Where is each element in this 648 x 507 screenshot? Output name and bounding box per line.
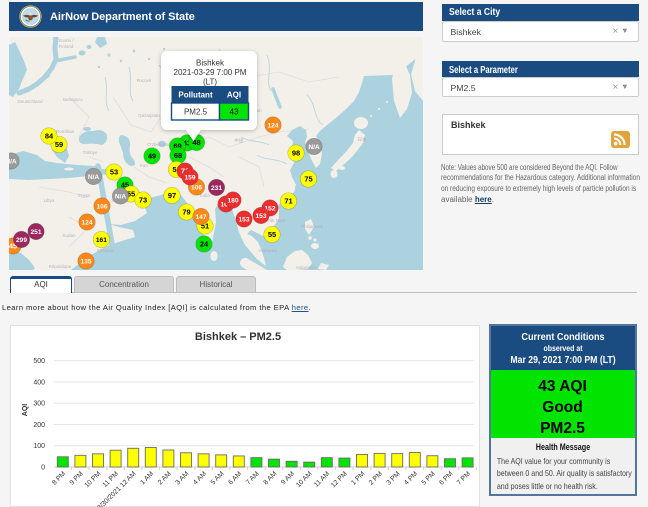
svg-text:7 AM: 7 AM xyxy=(245,470,261,486)
svg-text:45: 45 xyxy=(9,242,17,251)
svg-text:12 PM: 12 PM xyxy=(330,470,349,489)
svg-text:N/A: N/A xyxy=(9,159,17,166)
svg-text:43: 43 xyxy=(183,139,191,148)
svg-text:中国: 中国 xyxy=(235,137,244,144)
svg-text:România: România xyxy=(56,129,75,134)
svg-text:73: 73 xyxy=(139,196,147,205)
svg-text:299: 299 xyxy=(16,237,27,244)
svg-text:4 AM: 4 AM xyxy=(192,470,208,486)
svg-text:53: 53 xyxy=(110,168,118,177)
svg-text:Philippines: Philippines xyxy=(301,224,324,229)
svg-text:Iran: Iran xyxy=(140,163,148,168)
svg-text:231: 231 xyxy=(211,185,222,192)
svg-text:1 AM: 1 AM xyxy=(139,470,155,486)
svg-text:106: 106 xyxy=(191,185,202,192)
svg-text:97: 97 xyxy=(168,191,176,200)
svg-text:Россия: Россия xyxy=(137,78,152,83)
svg-text:Finland: Finland xyxy=(59,44,74,49)
svg-text:49: 49 xyxy=(148,152,156,161)
svg-text:N/A: N/A xyxy=(115,194,127,201)
svg-text:Libya: Libya xyxy=(44,198,55,203)
svg-text:6 PM: 6 PM xyxy=(438,470,454,486)
svg-text:10 AM: 10 AM xyxy=(295,470,314,489)
svg-text:45: 45 xyxy=(121,181,129,190)
svg-text:5 PM: 5 PM xyxy=(421,470,437,486)
svg-text:75: 75 xyxy=(304,175,312,184)
svg-text:500: 500 xyxy=(33,358,45,365)
svg-text:84: 84 xyxy=(45,132,54,141)
svg-text:Ethiopia: Ethiopia xyxy=(97,248,114,253)
svg-text:124: 124 xyxy=(81,220,92,227)
svg-text:Deutschland: Deutschland xyxy=(17,99,43,104)
svg-text:8 PM: 8 PM xyxy=(51,470,67,486)
svg-text:180: 180 xyxy=(227,198,238,205)
svg-text:51: 51 xyxy=(172,165,180,174)
svg-text:Sudan: Sudan xyxy=(62,233,76,238)
svg-text:161: 161 xyxy=(96,237,107,244)
svg-text:200: 200 xyxy=(33,422,45,429)
svg-text:24: 24 xyxy=(200,240,209,249)
svg-text:India: India xyxy=(200,193,210,198)
svg-text:55: 55 xyxy=(268,230,276,239)
svg-text:PM2.5: PM2.5 xyxy=(184,108,208,117)
svg-text:N/A: N/A xyxy=(88,174,100,181)
svg-text:0: 0 xyxy=(41,464,45,471)
svg-text:Suomi /: Suomi / xyxy=(58,38,74,43)
svg-text:7 PM: 7 PM xyxy=(456,470,472,486)
svg-text:152: 152 xyxy=(264,206,275,213)
svg-text:Indonesia: Indonesia xyxy=(296,265,316,270)
svg-text:6 AM: 6 AM xyxy=(227,470,243,486)
svg-text:Bishkek: Bishkek xyxy=(196,59,225,68)
svg-text:Egypt: Egypt xyxy=(78,193,90,198)
svg-text:48: 48 xyxy=(192,138,200,147)
svg-text:159: 159 xyxy=(184,175,195,182)
svg-text:Pollutant: Pollutant xyxy=(178,91,213,100)
svg-text:4 PM: 4 PM xyxy=(403,470,419,486)
svg-text:O’zbekiston: O’zbekiston xyxy=(147,142,171,147)
svg-text:43: 43 xyxy=(230,108,239,117)
svg-text:251: 251 xyxy=(30,229,41,236)
svg-text:59: 59 xyxy=(55,140,63,149)
svg-text:164: 164 xyxy=(220,202,231,209)
svg-text:55: 55 xyxy=(127,190,135,199)
svg-text:51: 51 xyxy=(201,222,209,231)
svg-text:400: 400 xyxy=(33,379,45,386)
svg-text:Беларусь: Беларусь xyxy=(63,97,83,102)
svg-text:106: 106 xyxy=(96,204,107,211)
svg-text:2021-03-29 7:00 PM: 2021-03-29 7:00 PM xyxy=(174,68,247,77)
svg-text:79: 79 xyxy=(182,208,190,217)
svg-text:N/A: N/A xyxy=(308,144,320,151)
svg-text:3 PM: 3 PM xyxy=(385,470,401,486)
svg-text:153: 153 xyxy=(238,217,249,224)
svg-text:(LT): (LT) xyxy=(203,78,217,87)
svg-text:71: 71 xyxy=(284,197,292,206)
svg-text:Türkiye: Türkiye xyxy=(83,150,98,155)
svg-text:1 PM: 1 PM xyxy=(350,470,366,486)
svg-text:3 AM: 3 AM xyxy=(175,470,191,486)
svg-text:300: 300 xyxy=(33,401,45,408)
svg-text:147: 147 xyxy=(195,214,206,221)
svg-text:100: 100 xyxy=(33,443,45,450)
svg-text:69: 69 xyxy=(173,142,181,151)
svg-text:AQI: AQI xyxy=(227,91,241,100)
svg-text:153: 153 xyxy=(255,213,266,220)
svg-text:10 PM: 10 PM xyxy=(84,470,103,489)
svg-text:8 AM: 8 AM xyxy=(263,470,279,486)
svg-text:Qazaqstan: Qazaqstan xyxy=(138,113,160,118)
svg-text:11 AM: 11 AM xyxy=(313,470,331,488)
svg-text:68: 68 xyxy=(174,151,182,160)
svg-text:2 AM: 2 AM xyxy=(157,470,173,486)
svg-text:5 AM: 5 AM xyxy=(210,470,226,486)
svg-text:135: 135 xyxy=(80,259,91,266)
svg-text:日本: 日本 xyxy=(358,136,367,143)
svg-text:124: 124 xyxy=(267,123,278,130)
svg-text:Việt Nam: Việt Nam xyxy=(267,218,286,223)
svg-text:République: République xyxy=(49,264,72,269)
svg-text:2 PM: 2 PM xyxy=(368,470,384,486)
svg-text:Malaysia: Malaysia xyxy=(259,248,277,253)
svg-text:98: 98 xyxy=(292,149,300,158)
svg-text:AQI: AQI xyxy=(22,404,29,417)
